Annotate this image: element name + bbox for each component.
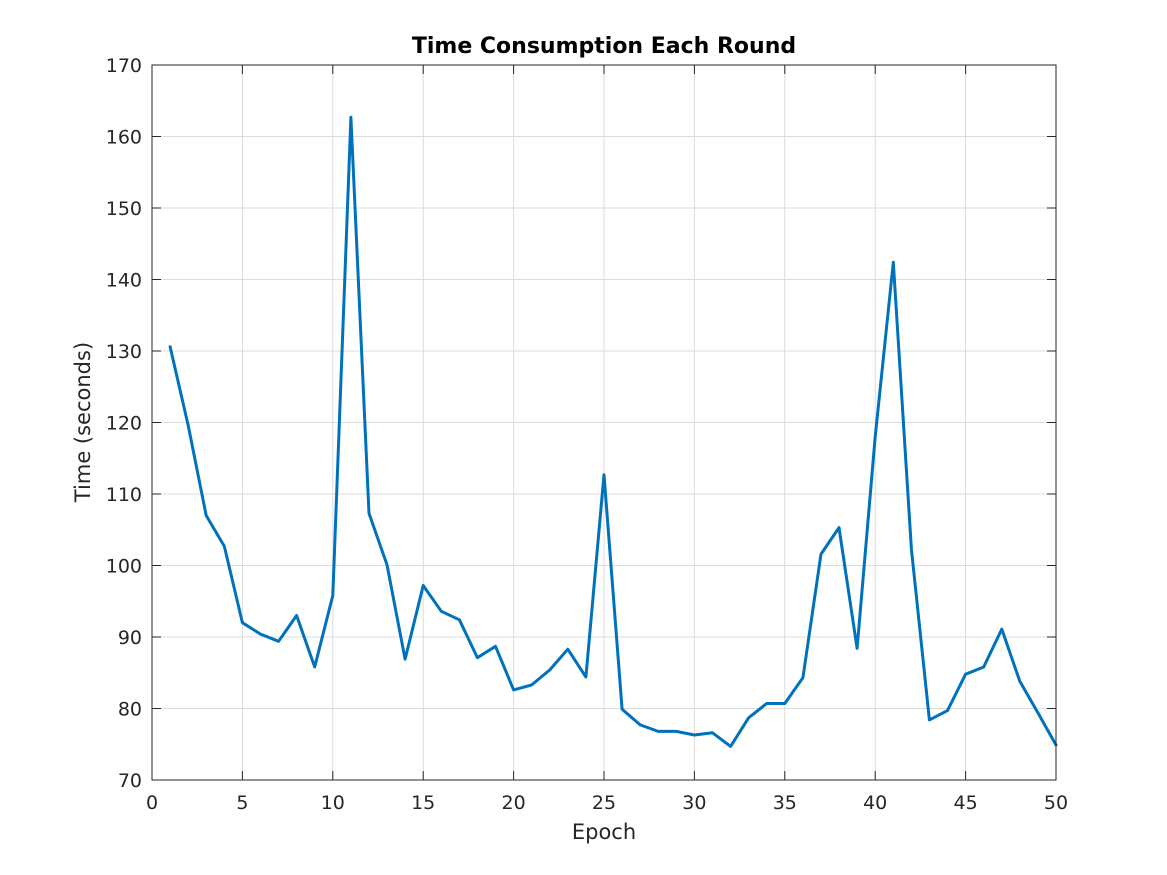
- x-axis-label: Epoch: [572, 820, 636, 844]
- y-tick-label: 120: [106, 413, 142, 435]
- chart-title: Time Consumption Each Round: [412, 34, 796, 59]
- y-tick-label: 90: [118, 627, 142, 649]
- y-tick-label: 110: [106, 484, 142, 506]
- x-tick-label: 15: [411, 792, 435, 814]
- y-tick-label: 130: [106, 341, 142, 363]
- x-tick-label: 0: [146, 792, 158, 814]
- series-group: [168, 115, 1058, 748]
- x-tick-label: 10: [321, 792, 345, 814]
- x-tick-labels: 0 5 10 15 20 25 30 35 40 45 50: [146, 792, 1068, 814]
- y-tick-label: 140: [106, 270, 142, 292]
- series-line: [168, 115, 1058, 748]
- y-tick-label: 150: [106, 198, 142, 220]
- y-axis-label: Time (seconds): [71, 342, 95, 503]
- y-tick-label: 100: [106, 556, 142, 578]
- x-tick-label: 40: [863, 792, 887, 814]
- x-tick-label: 50: [1044, 792, 1068, 814]
- y-tick-labels: 70 80 90 100 110 120 130 140 150 160 170: [106, 55, 142, 792]
- plot-frame: [151, 64, 1057, 781]
- x-tick-label: 5: [236, 792, 248, 814]
- y-tick-label: 170: [106, 55, 142, 77]
- x-tick-label: 25: [592, 792, 616, 814]
- x-tick-label: 20: [502, 792, 526, 814]
- y-tick-label: 80: [118, 699, 142, 721]
- y-tick-label: 160: [106, 127, 142, 149]
- x-tick-label: 35: [773, 792, 797, 814]
- x-tick-label: 45: [954, 792, 978, 814]
- x-tick-label: 30: [682, 792, 706, 814]
- y-tick-label: 70: [118, 770, 142, 792]
